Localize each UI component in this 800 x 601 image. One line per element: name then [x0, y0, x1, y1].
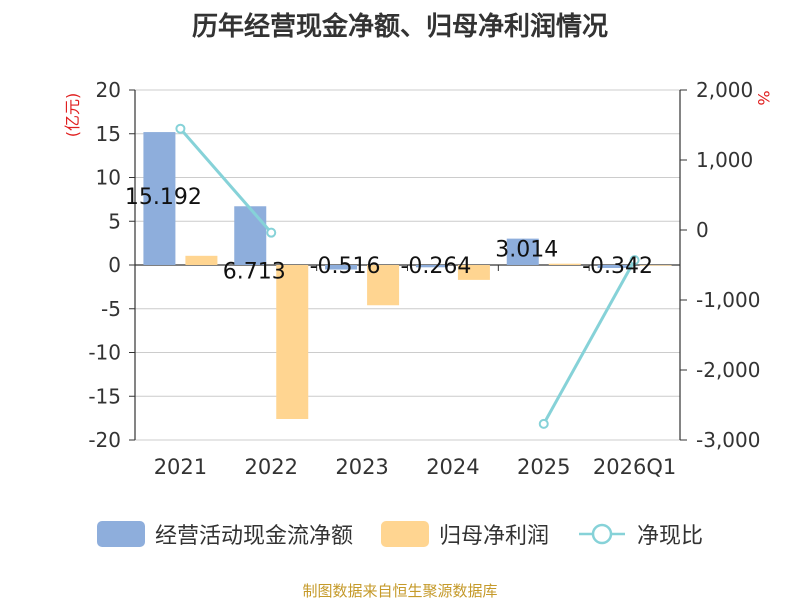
y-left-tick-label: 10 — [96, 166, 121, 190]
y-right-tick-label: 0 — [696, 218, 709, 242]
bar-net-profit — [457, 265, 490, 280]
y-right-tick-label: -1,000 — [696, 288, 760, 312]
source-note: 制图数据来自恒生聚源数据库 — [302, 582, 498, 600]
bar-cashflow — [597, 265, 630, 268]
bar-net-profit — [185, 255, 218, 265]
bar-net-profit — [276, 265, 309, 419]
cash-ratio-point — [538, 418, 549, 429]
legend-label-net-profit: 归母净利润 — [438, 524, 549, 549]
cash-ratio-point — [266, 227, 277, 238]
x-tick-label: 2026Q1 — [593, 455, 676, 479]
bar-net-profit — [367, 265, 400, 306]
legend-swatch-net-profit — [380, 521, 429, 547]
bar-cashflow — [234, 206, 267, 265]
y-left-unit: (亿元) — [63, 93, 82, 138]
y-right-tick-label: 2,000 — [696, 78, 753, 102]
y-left-tick-label: -5 — [101, 297, 121, 321]
bar-data-label: -0.264 — [400, 254, 471, 279]
cash-ratio-line — [542, 259, 636, 425]
cash-ratio-line — [179, 127, 273, 234]
legend-item-cashflow[interactable]: 经营活动现金流净额 — [96, 518, 353, 550]
y-right-tick-label: 1,000 — [696, 148, 753, 172]
y-left-tick-label: -20 — [88, 428, 121, 452]
y-left-tick-label: 0 — [108, 253, 121, 277]
legend-item-net-profit[interactable]: 归母净利润 — [380, 518, 549, 550]
bar-data-label: 3.014 — [495, 238, 558, 263]
y-left-tick-label: 20 — [96, 78, 121, 102]
y-left-tick-label: -15 — [88, 384, 121, 408]
y-left-tick-label: -10 — [88, 341, 121, 365]
bar-data-label: -0.342 — [582, 254, 653, 279]
y-left-tick-label: 5 — [108, 209, 121, 233]
legend-label-cashflow: 经营活动现金流净额 — [154, 524, 353, 549]
bar-data-label: 15.192 — [125, 185, 202, 210]
bar-net-profit — [639, 265, 672, 266]
x-tick-label: 2021 — [154, 455, 207, 479]
legend-label-cash-ratio: 净现比 — [637, 524, 704, 549]
legend-swatch-cash-ratio — [579, 523, 625, 545]
bar-net-profit — [548, 263, 581, 265]
bar-cashflow — [415, 265, 448, 268]
y-left-tick-label: 15 — [96, 122, 121, 146]
bar-cashflow — [506, 238, 539, 265]
cash-ratio-point — [175, 123, 186, 134]
x-tick-label: 2024 — [426, 455, 479, 479]
x-tick-label: 2023 — [335, 455, 388, 479]
x-tick-label: 2025 — [517, 455, 570, 479]
y-right-tick-label: -3,000 — [696, 428, 760, 452]
bar-data-label: -0.516 — [310, 254, 381, 279]
y-right-tick-label: -2,000 — [696, 358, 760, 382]
bar-cashflow — [143, 132, 176, 265]
y-right-unit: % — [754, 90, 773, 105]
x-tick-label: 2022 — [245, 455, 298, 479]
legend-swatch-cashflow — [96, 521, 145, 547]
bar-cashflow — [325, 265, 358, 270]
bar-data-label: 6.713 — [223, 259, 286, 284]
legend-item-cash-ratio[interactable]: 净现比 — [577, 518, 703, 550]
cash-ratio-point — [629, 255, 640, 266]
chart-legend: 经营活动现金流净额 归母净利润 净现比 — [0, 518, 800, 550]
chart-title: 历年经营现金净额、归母净利润情况 — [191, 12, 608, 42]
